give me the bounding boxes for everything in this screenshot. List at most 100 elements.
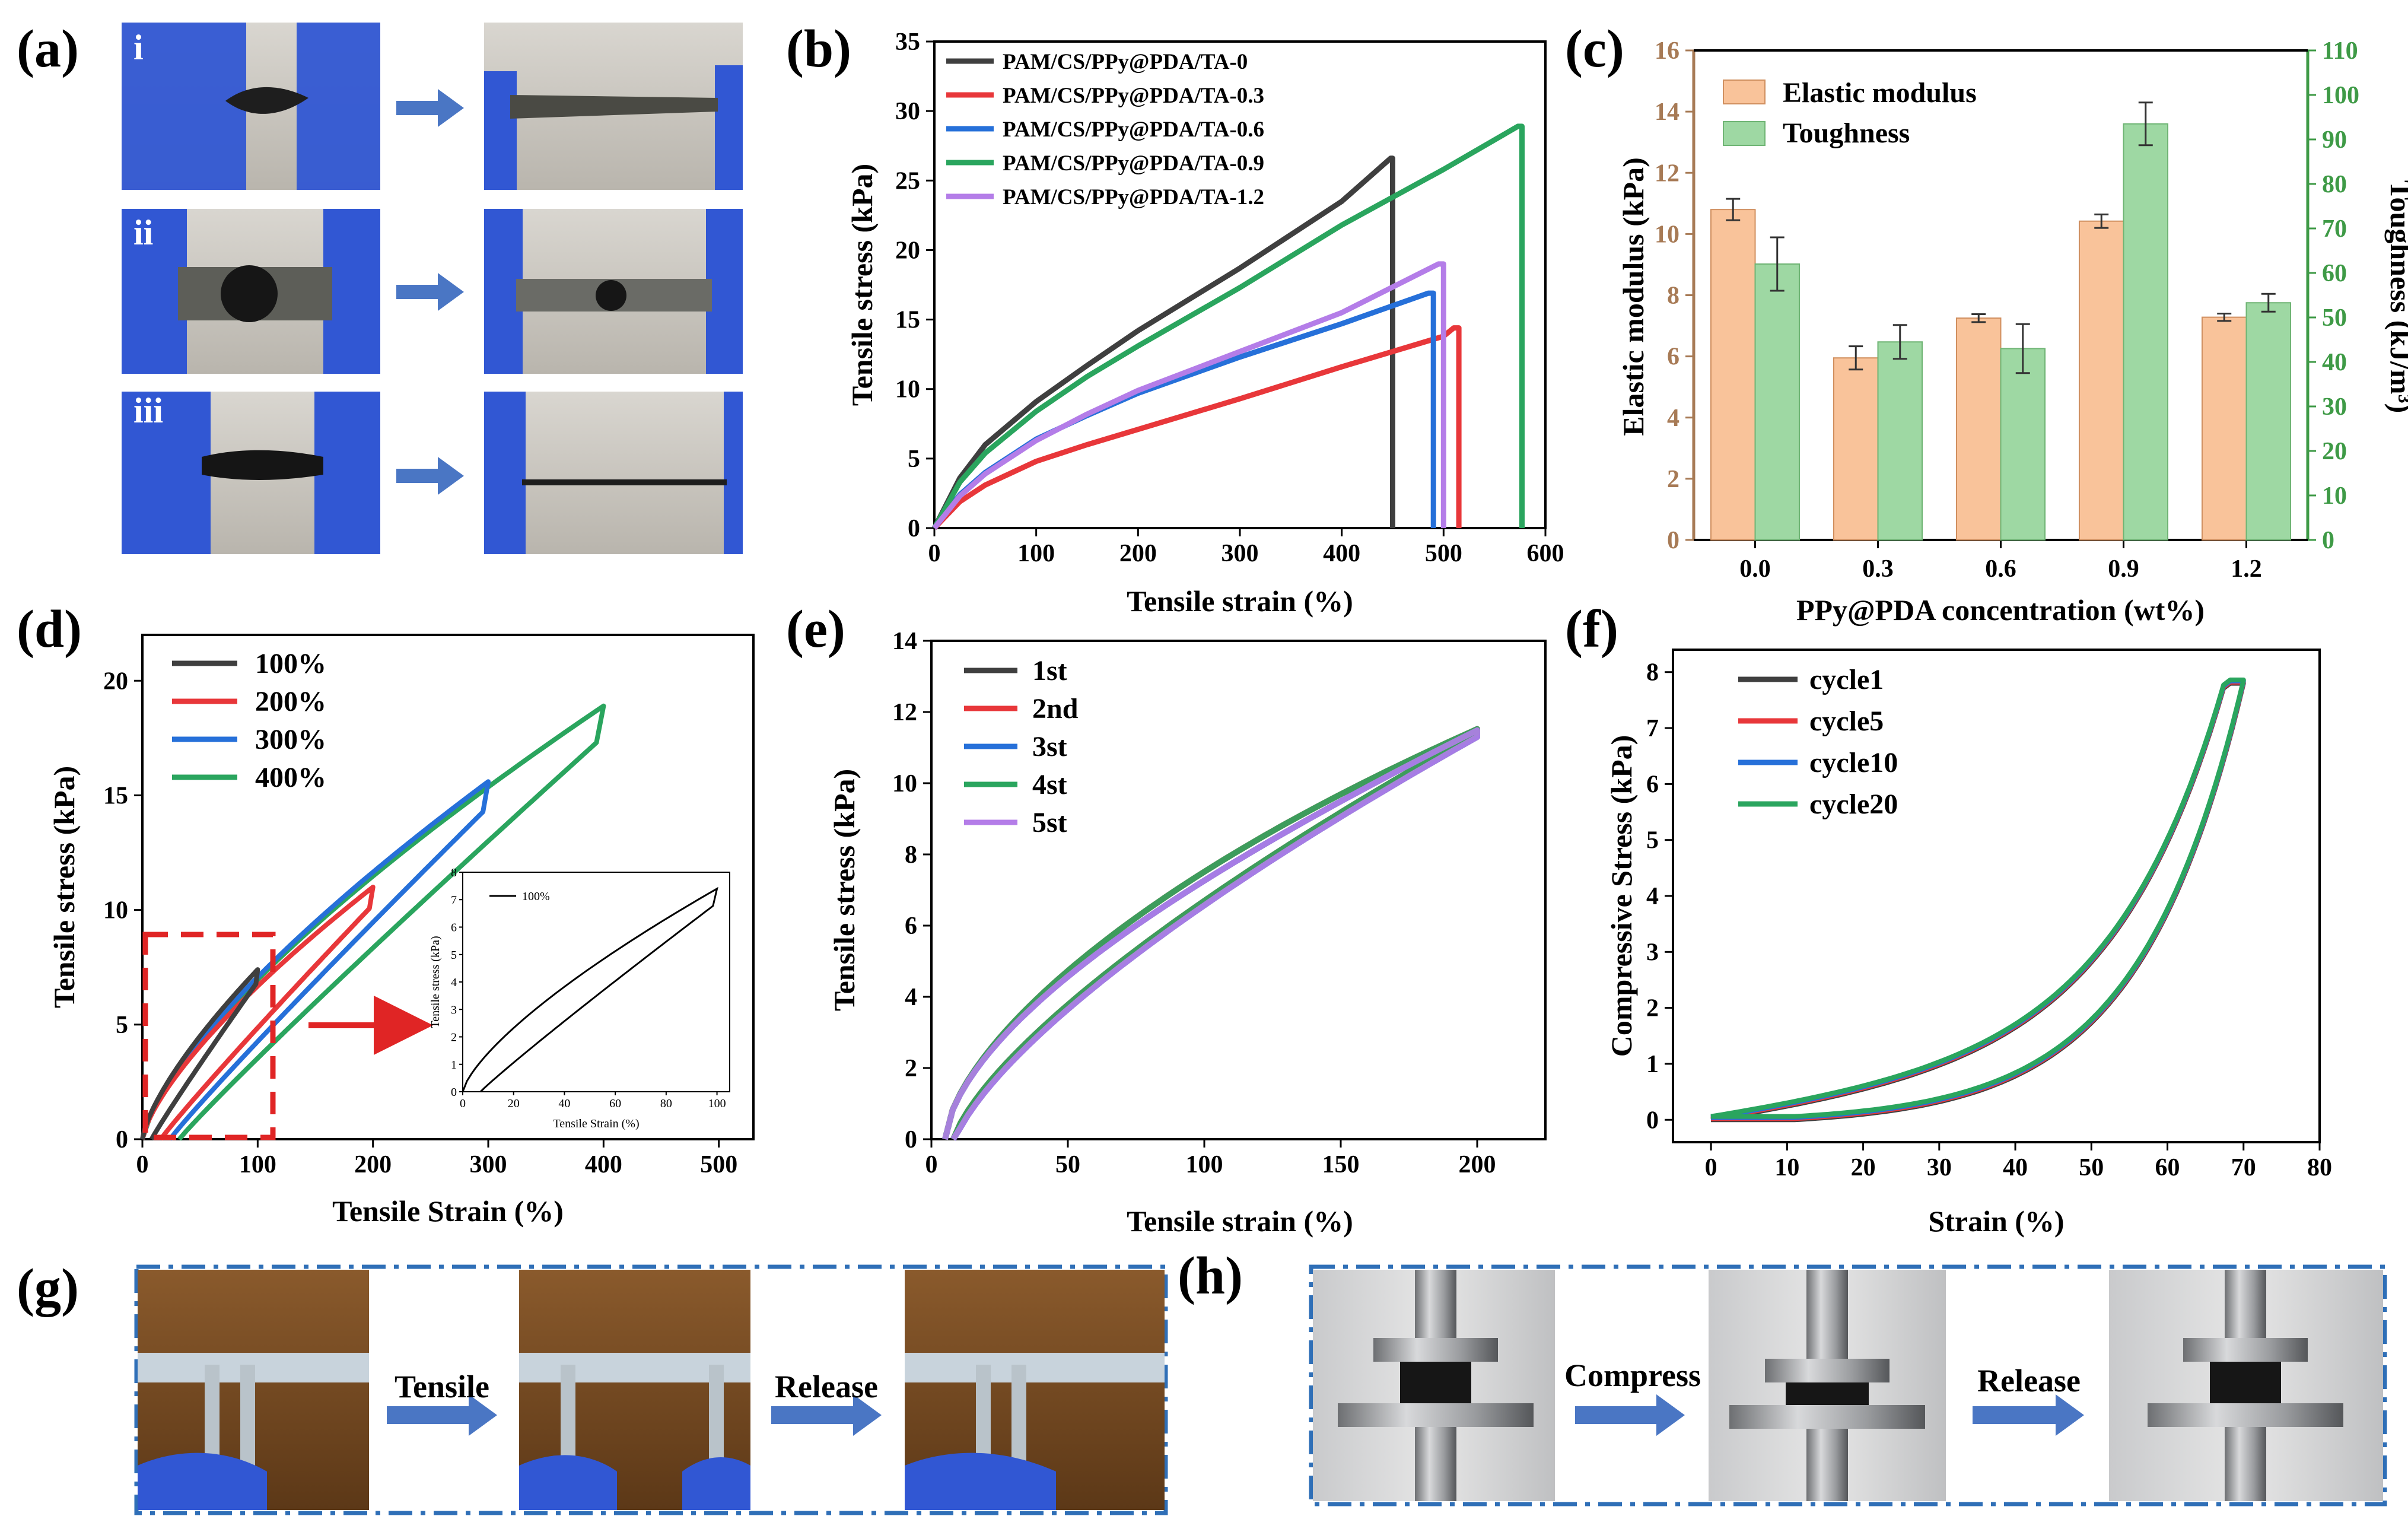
- x-tick-label: 20: [1851, 1154, 1876, 1181]
- photo-row-i: i: [122, 23, 743, 190]
- y-tick-label-right: 80: [2322, 171, 2347, 198]
- y-axis-label-left: Elastic modulus (kPa): [1617, 157, 1650, 436]
- photo-h3: [2109, 1270, 2383, 1501]
- photo-g1: [138, 1270, 369, 1510]
- x-tick-label: 0: [136, 1151, 149, 1178]
- y-tick-label-right: 100: [2322, 82, 2359, 109]
- error-bar-toughness: [2015, 323, 2030, 374]
- y-tick-label-left: 6: [1667, 344, 1679, 371]
- x-tick-label: 50: [1055, 1151, 1080, 1178]
- bar-toughness: [2000, 348, 2046, 541]
- legend-label-4: 5st: [1032, 807, 1067, 838]
- legend-label-1: 200%: [255, 686, 326, 717]
- series-loop-1: [942, 726, 1480, 1141]
- y-tick-label-left: 14: [1655, 98, 1679, 126]
- x-tick-label: 300: [1222, 540, 1259, 567]
- panel-e-label: (e): [786, 600, 845, 659]
- x-tick-label: 100: [239, 1151, 276, 1178]
- step-release-h: Release: [1977, 1363, 2081, 1398]
- y-tick-label-left: 8: [1667, 282, 1679, 310]
- y-tick-label-left: 0: [1667, 527, 1679, 554]
- y-tick-label: 8: [905, 841, 917, 869]
- x-tick-label: 100: [1186, 1151, 1223, 1178]
- x-tick-label: 40: [2003, 1154, 2028, 1181]
- error-bar-elastic: [1971, 313, 1986, 323]
- panel-d-label: (d): [17, 600, 82, 659]
- chart-f: (f) 0 10 20 30 40 50 60 70 80 0 1 2 3 4 5 6 7 8 cycle1 cyc…: [1565, 600, 2332, 1238]
- x-axis-label: Tensile strain (%): [1127, 1204, 1353, 1238]
- y-tick-label: 1: [1646, 1051, 1659, 1078]
- row-label-ii: ii: [133, 213, 153, 252]
- series-loop-3: [942, 726, 1480, 1141]
- photo-row-ii: ii: [122, 209, 743, 374]
- x-tick-label: 0: [1705, 1154, 1717, 1181]
- step-release-g: Release: [775, 1369, 878, 1404]
- legend-label-4: PAM/CS/PPy@PDA/TA-1.2: [1003, 185, 1264, 209]
- series-line-0: [931, 155, 1395, 530]
- x-tick-label: 200: [1119, 540, 1157, 567]
- legend-label-3: 4st: [1032, 769, 1067, 800]
- y-tick-label-right: 40: [2322, 349, 2347, 376]
- x-axis-label: Tensile Strain (%): [332, 1194, 564, 1228]
- y-tick-label: 4: [905, 984, 917, 1011]
- legend-label-2: 300%: [255, 724, 326, 755]
- legend-label-elastic: Elastic modulus: [1783, 77, 1977, 109]
- inset-y-tick-label: 1: [451, 1059, 457, 1072]
- y-tick-label: 5: [1646, 827, 1659, 854]
- y-tick-label: 2: [1646, 995, 1659, 1022]
- y-tick-label: 2: [905, 1055, 917, 1082]
- y-axis-label: Tensile stress (kPa): [845, 164, 879, 406]
- photo-g3: [905, 1270, 1165, 1510]
- error-bar-elastic: [1726, 198, 1741, 221]
- inset-y-tick-label: 6: [451, 921, 457, 935]
- legend-label-toughness: Toughness: [1783, 117, 1910, 149]
- legend-label-1: PAM/CS/PPy@PDA/TA-0.3: [1003, 84, 1264, 108]
- legend-label-1: 2nd: [1032, 693, 1079, 724]
- y-tick-label: 5: [908, 446, 920, 473]
- y-tick-label: 20: [103, 668, 128, 695]
- y-tick-label: 10: [103, 897, 128, 924]
- panel-a-label: (a): [17, 20, 79, 78]
- y-tick-label-right: 70: [2322, 215, 2347, 243]
- bar-toughness: [1754, 263, 1801, 541]
- y-tick-label-left: 16: [1655, 37, 1679, 65]
- panel-f-label: (f): [1565, 600, 1618, 659]
- error-bar-toughness: [1892, 324, 1907, 360]
- chart-e: (e) 0 50 100 150 200 0 2 4 6 8 10 12 14 1st 2nd 3st 4st…: [786, 600, 1547, 1238]
- error-bar-elastic: [1849, 345, 1863, 371]
- inset-chart: 0 20 40 60 80 100 0 1 2 3 4 5 6 7 8 100% Tensile Strai…: [429, 866, 730, 1130]
- y-tick-label: 0: [116, 1126, 128, 1153]
- legend-label-2: 3st: [1032, 731, 1067, 762]
- y-tick-label: 0: [905, 1126, 917, 1153]
- y-tick-label-left: 12: [1655, 160, 1679, 187]
- inset-y-tick-label: 0: [451, 1086, 457, 1099]
- y-tick-label: 10: [892, 770, 917, 797]
- y-tick-label: 0: [1646, 1107, 1659, 1134]
- y-tick-label: 30: [895, 98, 920, 125]
- inset-frame: [462, 872, 730, 1092]
- y-tick-label: 5: [116, 1012, 128, 1039]
- legend-label-0: 1st: [1032, 655, 1067, 686]
- legend-label-0: 100%: [255, 648, 326, 679]
- inset-y-tick-label: 8: [451, 866, 457, 879]
- inset-x-tick-label: 100: [708, 1097, 726, 1110]
- series-line-1: [932, 325, 1462, 530]
- series-line-3: [932, 123, 1525, 530]
- x-tick-label: 400: [585, 1151, 622, 1178]
- x-tick-label: 70: [2231, 1154, 2256, 1181]
- series-loop-1: [140, 885, 376, 1141]
- y-tick-label: 3: [1646, 939, 1659, 966]
- series-loop-2: [1710, 678, 2246, 1120]
- chart-c: (c) 0 2 4 6 8 10 12 14 16 0 10 20 30 40 50 60 70 80 90 100 1…: [1565, 20, 2408, 627]
- arrow-compress: [1575, 1394, 1685, 1436]
- x-tick-label: 80: [2307, 1154, 2332, 1181]
- y-tick-label-right: 10: [2322, 482, 2347, 510]
- y-tick-label-right: 0: [2322, 527, 2334, 554]
- bar-toughness: [2245, 302, 2292, 541]
- chart-b: (b) 0 100 200 300 400 500 600 0 5 10 15 20 25 30 35 PA…: [786, 20, 1564, 618]
- series-loop-0: [1710, 681, 2246, 1123]
- series-loop-2: [942, 727, 1480, 1141]
- inset-x-tick-label: 20: [508, 1097, 520, 1110]
- legend-label-3: 400%: [255, 762, 326, 793]
